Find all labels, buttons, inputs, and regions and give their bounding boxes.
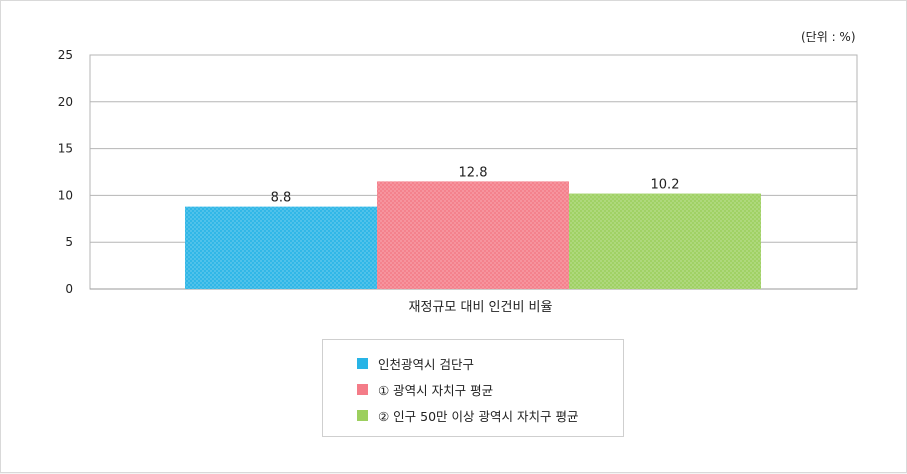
- bar: [185, 206, 377, 289]
- legend-label: ① 광역시 자치구 평균: [378, 383, 494, 398]
- y-tick-label: 15: [58, 142, 73, 156]
- legend-item: ② 인구 50만 이상 광역시 자치구 평균: [357, 406, 578, 425]
- legend-item: ① 광역시 자치구 평균: [357, 380, 493, 399]
- legend-label: ② 인구 50만 이상 광역시 자치구 평균: [378, 409, 579, 424]
- unit-label: (단위 : %): [801, 30, 856, 44]
- legend-swatch: [357, 358, 368, 369]
- legend: 인천광역시 검단구 ① 광역시 자치구 평균 ② 인구 50만 이상 광역시 자…: [322, 339, 624, 437]
- x-category-label: 재정규모 대비 인건비 비율: [409, 300, 553, 315]
- bar-value-label: 12.8: [459, 165, 488, 180]
- bar: [569, 193, 761, 289]
- data-labels: 8.8 12.8 10.2: [271, 165, 680, 205]
- legend-item: 인천광역시 검단구: [357, 354, 474, 373]
- legend-swatch: [357, 384, 368, 395]
- y-tick-label: 0: [65, 282, 73, 296]
- y-tick-label: 10: [58, 188, 73, 202]
- y-tick-label: 25: [58, 48, 73, 62]
- bar: [377, 181, 569, 289]
- legend-swatch: [357, 410, 368, 421]
- y-ticks: 0 5 10 15 20 25: [58, 48, 73, 296]
- y-tick-label: 5: [65, 235, 73, 249]
- bars: [185, 181, 761, 289]
- legend-label: 인천광역시 검단구: [378, 357, 474, 372]
- bar-value-label: 8.8: [271, 191, 292, 206]
- x-axis-labels: 재정규모 대비 인건비 비율: [409, 300, 553, 315]
- bar-value-label: 10.2: [651, 178, 680, 193]
- y-tick-label: 20: [58, 95, 73, 109]
